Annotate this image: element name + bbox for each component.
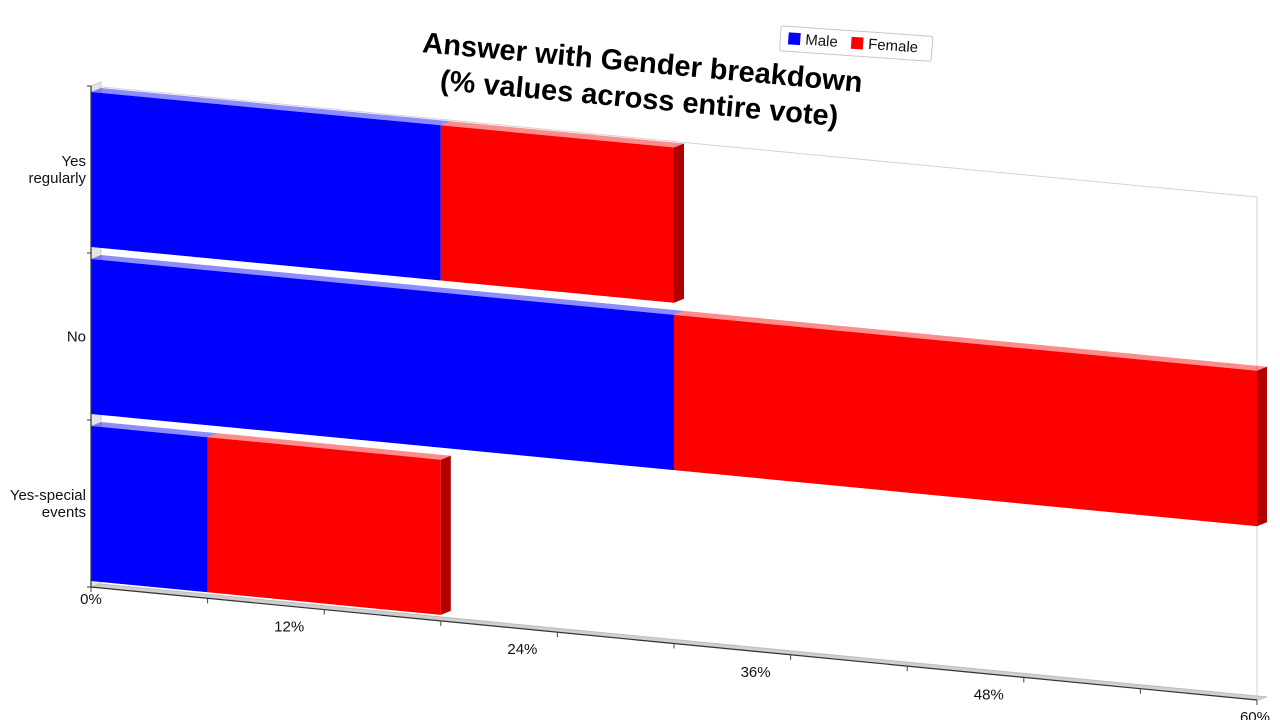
bar-female-yes-regularly xyxy=(440,125,674,303)
category-label-yes-special-events: Yes-special events xyxy=(10,487,86,521)
bar-top-female-yes-special-events xyxy=(207,433,451,460)
bar-male-yes-regularly xyxy=(91,92,441,281)
bar-female-no xyxy=(674,314,1257,527)
bar-top-male-no xyxy=(91,255,684,315)
x-tick-labels: 0% 12% 24% 36% 48% 60% xyxy=(80,591,1270,720)
legend: Male Female xyxy=(779,25,934,62)
legend-label-female: Female xyxy=(868,36,919,56)
legend-label-male: Male xyxy=(805,32,839,51)
bar-female-yes-special-events xyxy=(207,437,441,615)
category-label-no: No xyxy=(67,329,86,346)
bar-top-female-yes-regularly xyxy=(440,121,684,148)
bar-side-female-yes-regularly xyxy=(674,143,684,303)
bar-male-yes-special-events xyxy=(91,426,208,593)
bar-side-female-no xyxy=(1257,366,1267,527)
category-label-yes-regularly: Yes regularly xyxy=(28,153,86,187)
x-tick-label: 60% xyxy=(1240,709,1270,720)
axes xyxy=(87,85,1258,705)
legend-box: Male Female xyxy=(779,25,934,62)
legend-swatch-female xyxy=(850,36,864,50)
bar-top-female-no xyxy=(674,310,1267,371)
category-labels: Yes regularly No Yes-special events xyxy=(10,153,87,521)
x-tick-label: 0% xyxy=(80,591,102,608)
x-tick-label: 48% xyxy=(974,686,1004,703)
bar-top-male-yes-special-events xyxy=(91,422,218,438)
bar-top-male-yes-regularly xyxy=(91,88,451,126)
x-tick-label: 36% xyxy=(741,664,771,681)
x-tick-label: 12% xyxy=(274,619,304,636)
x-tick-label: 24% xyxy=(507,641,537,658)
bar-side-female-yes-special-events xyxy=(440,455,451,615)
legend-swatch-male xyxy=(787,32,801,46)
bar-group xyxy=(91,88,1267,615)
bar-male-no xyxy=(91,259,674,471)
